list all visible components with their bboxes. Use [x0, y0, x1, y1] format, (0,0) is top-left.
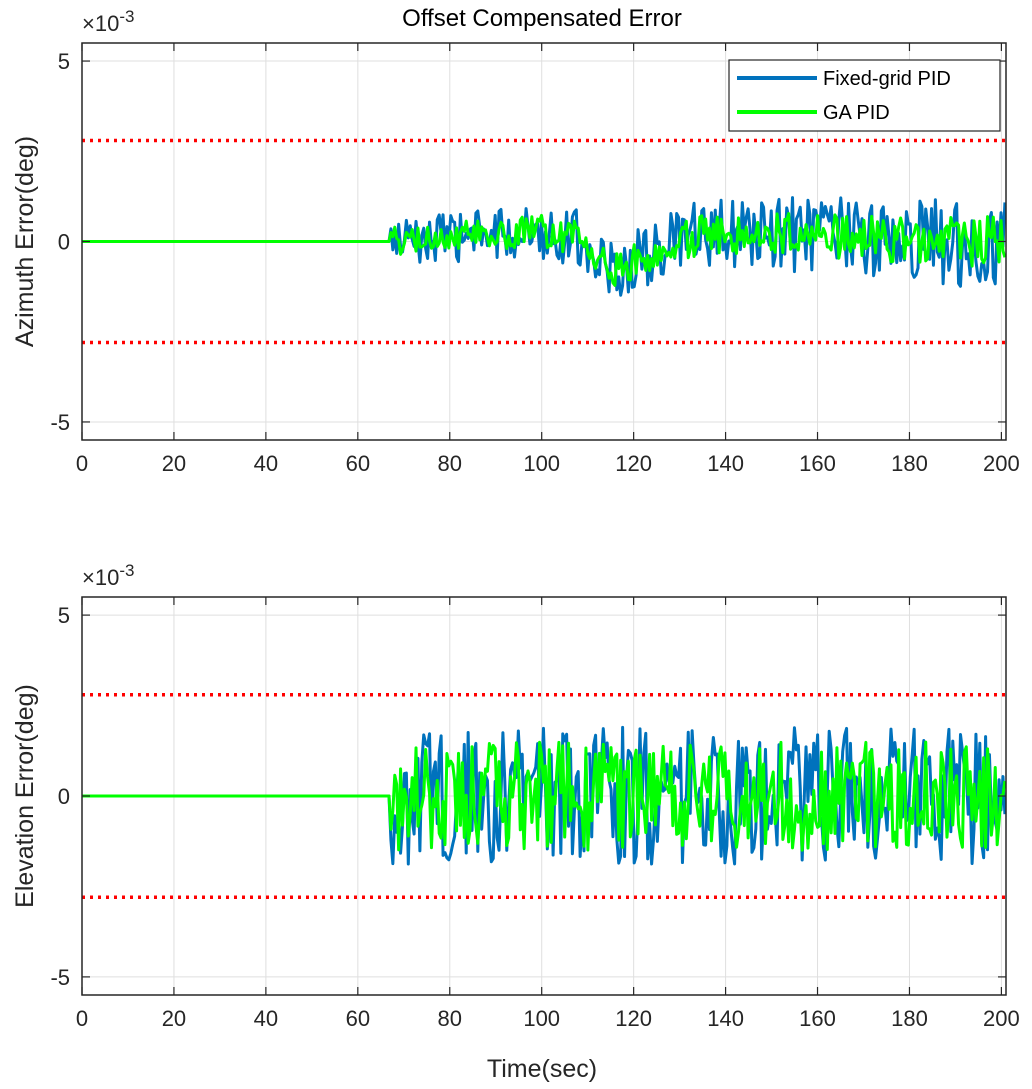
x-tick-label: 0 — [76, 1006, 88, 1031]
series-line-ga-pid — [82, 740, 1007, 852]
x-tick-label: 120 — [615, 451, 652, 476]
x-tick-label: 20 — [162, 451, 186, 476]
y-exponent-label: ×10-3 — [82, 561, 134, 590]
legend-entry-label: Fixed-grid PID — [823, 68, 951, 90]
x-tick-label: 40 — [254, 451, 278, 476]
figure-title: Offset Compensated Error — [402, 5, 682, 32]
y-tick-label: -5 — [50, 965, 70, 990]
x-tick-label: 180 — [891, 451, 928, 476]
x-tick-label: 60 — [346, 451, 370, 476]
y-tick-label: -5 — [50, 410, 70, 435]
x-tick-label: 60 — [346, 1006, 370, 1031]
y-tick-label: 0 — [58, 784, 70, 809]
y-axis-label: Azimuth Error(deg) — [11, 136, 39, 347]
x-tick-label: 200 — [983, 1006, 1020, 1031]
x-tick-label: 80 — [438, 451, 462, 476]
subplot-1: 0 20 40 60 80 100 120 140 160 180 200-505×10-3Azim… — [11, 7, 1020, 476]
series-line-ga-pid — [82, 212, 1007, 287]
y-axis-label: Elevation Error(deg) — [11, 684, 39, 908]
legend-entry-label: GA PID — [823, 102, 890, 124]
x-tick-label: 40 — [254, 1006, 278, 1031]
x-tick-label: 100 — [523, 1006, 560, 1031]
y-exponent-label: ×10-3 — [82, 7, 134, 36]
x-tick-label: 140 — [707, 1006, 744, 1031]
x-tick-label: 80 — [438, 1006, 462, 1031]
x-tick-label: 120 — [615, 1006, 652, 1031]
legend: Fixed-grid PID GA PID — [728, 59, 1001, 132]
subplot-2: 0 20 40 60 80 100 120 140 160 180 200-505×10-3Elev… — [11, 561, 1020, 1031]
x-tick-label: 160 — [799, 451, 836, 476]
x-tick-label: 160 — [799, 1006, 836, 1031]
legend-box — [728, 59, 1001, 132]
x-tick-label: 20 — [162, 1006, 186, 1031]
x-tick-label: 100 — [523, 451, 560, 476]
x-tick-label: 140 — [707, 451, 744, 476]
x-tick-label: 180 — [891, 1006, 928, 1031]
y-tick-label: 0 — [58, 230, 70, 255]
x-tick-label: 0 — [76, 451, 88, 476]
y-tick-label: 5 — [58, 603, 70, 628]
x-tick-label: 200 — [983, 451, 1020, 476]
y-tick-label: 5 — [58, 49, 70, 74]
x-axis-label: Time(sec) — [487, 1055, 597, 1083]
